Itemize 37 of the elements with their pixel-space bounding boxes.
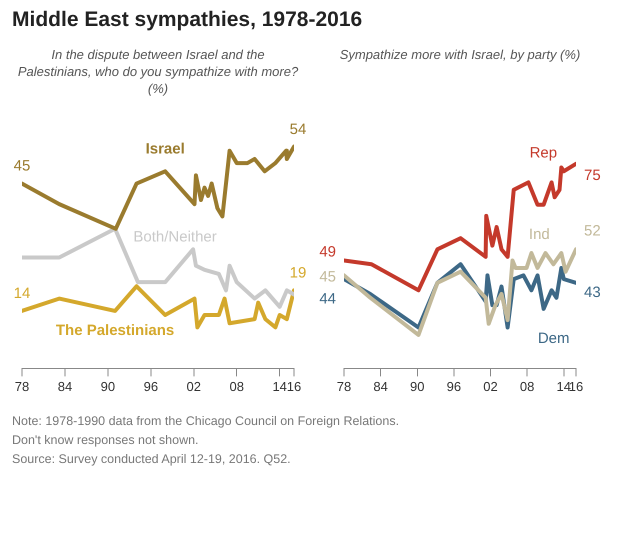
x-tick-label: 16 <box>286 378 302 394</box>
x-tick-label: 14 <box>556 378 572 394</box>
data-label: 54 <box>290 120 306 138</box>
text: Note: 1978-1990 data from the Chicago Council on Foreign Relations. <box>12 413 400 430</box>
data-label: 19 <box>290 264 306 282</box>
data-label: 14 <box>14 285 30 302</box>
x-tick-label: 78 <box>14 378 30 394</box>
data-label: 45 <box>14 158 30 175</box>
x-tick-label: 96 <box>446 378 462 394</box>
chart-subtitle: Sympathize more with Israel, by party (%) <box>338 46 582 64</box>
series-label: The Palestinians <box>56 322 174 340</box>
data-label: 45 <box>319 268 336 286</box>
series-label: Dem <box>538 330 570 348</box>
data-label: 44 <box>319 290 336 308</box>
source-note: Source: Survey conducted April 12-19, 2016. Q52. <box>12 451 292 468</box>
x-tick-label: 84 <box>373 378 388 394</box>
x-tick-label: 02 <box>483 378 498 394</box>
x-tick-label: 84 <box>58 378 72 394</box>
x-tick-label: 08 <box>520 378 534 394</box>
x-tick-label: 78 <box>336 378 352 394</box>
series-label: Rep <box>530 144 558 162</box>
x-tick-label: 90 <box>100 378 116 394</box>
data-label: 75 <box>584 166 601 184</box>
series-label: Israel <box>146 140 185 158</box>
data-label: 52 <box>584 222 601 240</box>
text: Don't know responses not shown. <box>12 432 200 449</box>
x-tick-label: 16 <box>568 378 584 394</box>
x-tick-label: 02 <box>186 378 202 394</box>
series-label: Ind <box>528 226 550 244</box>
data-label: 49 <box>319 244 336 261</box>
x-tick-label: 14 <box>272 378 287 394</box>
data-label: 43 <box>584 284 601 301</box>
x-tick-label: 08 <box>230 378 244 394</box>
chart-title: Middle East sympathies, 1978-2016 <box>12 8 364 32</box>
x-tick-label: 90 <box>410 378 424 394</box>
chart-subtitle: In the dispute between Israel and the Palestinians, who do you sympathize with more? (%) <box>16 46 300 98</box>
x-tick-label: 96 <box>144 378 158 394</box>
